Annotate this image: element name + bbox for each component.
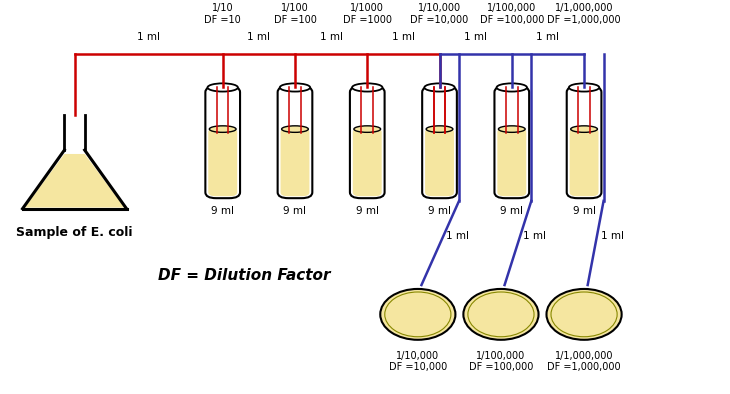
- Ellipse shape: [464, 289, 539, 340]
- FancyBboxPatch shape: [350, 86, 385, 198]
- Text: Sample of E. coli: Sample of E. coli: [16, 226, 133, 239]
- Ellipse shape: [380, 289, 456, 340]
- Text: 9 ml: 9 ml: [356, 206, 379, 216]
- Text: 1 ml: 1 ml: [601, 231, 624, 241]
- Ellipse shape: [424, 84, 455, 91]
- Text: 9 ml: 9 ml: [428, 206, 451, 216]
- Text: 1/1,000,000
DF =1,000,000: 1/1,000,000 DF =1,000,000: [548, 3, 621, 25]
- FancyBboxPatch shape: [277, 86, 312, 198]
- Ellipse shape: [210, 126, 236, 132]
- Ellipse shape: [207, 84, 238, 91]
- FancyBboxPatch shape: [205, 86, 240, 198]
- Ellipse shape: [352, 84, 383, 91]
- Ellipse shape: [499, 126, 525, 132]
- Text: 1/10
DF =10: 1/10 DF =10: [204, 3, 241, 25]
- Ellipse shape: [280, 84, 310, 91]
- Text: 1/100,000
DF =100,000: 1/100,000 DF =100,000: [480, 3, 544, 25]
- FancyBboxPatch shape: [208, 128, 237, 196]
- Ellipse shape: [282, 126, 308, 132]
- Ellipse shape: [547, 289, 622, 340]
- FancyBboxPatch shape: [569, 128, 599, 196]
- Text: 9 ml: 9 ml: [572, 206, 596, 216]
- Text: 1/100
DF =100: 1/100 DF =100: [274, 3, 316, 25]
- FancyBboxPatch shape: [566, 86, 602, 198]
- Text: 1 ml: 1 ml: [464, 32, 487, 43]
- Text: 1/10,000
DF =10,000: 1/10,000 DF =10,000: [410, 3, 469, 25]
- Text: 9 ml: 9 ml: [500, 206, 523, 216]
- Text: DF = Dilution Factor: DF = Dilution Factor: [158, 268, 330, 283]
- Ellipse shape: [569, 84, 599, 91]
- Text: 1 ml: 1 ml: [247, 32, 270, 43]
- Ellipse shape: [571, 126, 597, 132]
- Text: 1/10,000
DF =10,000: 1/10,000 DF =10,000: [388, 351, 447, 372]
- Text: 9 ml: 9 ml: [211, 206, 234, 216]
- Ellipse shape: [496, 84, 527, 91]
- FancyBboxPatch shape: [494, 86, 529, 198]
- FancyBboxPatch shape: [353, 128, 382, 196]
- Polygon shape: [25, 154, 124, 208]
- Ellipse shape: [354, 126, 380, 132]
- Text: 1/100,000
DF =100,000: 1/100,000 DF =100,000: [469, 351, 533, 372]
- Text: 1 ml: 1 ml: [523, 231, 546, 241]
- Text: 1/1,000,000
DF =1,000,000: 1/1,000,000 DF =1,000,000: [548, 351, 621, 372]
- FancyBboxPatch shape: [280, 128, 310, 196]
- Ellipse shape: [551, 292, 617, 337]
- Ellipse shape: [426, 126, 453, 132]
- Text: 1 ml: 1 ml: [137, 32, 160, 43]
- FancyBboxPatch shape: [497, 128, 526, 196]
- Text: 1/1000
DF =1000: 1/1000 DF =1000: [343, 3, 392, 25]
- Ellipse shape: [468, 292, 534, 337]
- Text: 1 ml: 1 ml: [537, 32, 559, 43]
- Text: 1 ml: 1 ml: [446, 231, 469, 241]
- Text: 1 ml: 1 ml: [392, 32, 415, 43]
- Ellipse shape: [385, 292, 451, 337]
- FancyBboxPatch shape: [425, 128, 454, 196]
- FancyBboxPatch shape: [422, 86, 457, 198]
- Text: 1 ml: 1 ml: [320, 32, 342, 43]
- Text: 9 ml: 9 ml: [283, 206, 307, 216]
